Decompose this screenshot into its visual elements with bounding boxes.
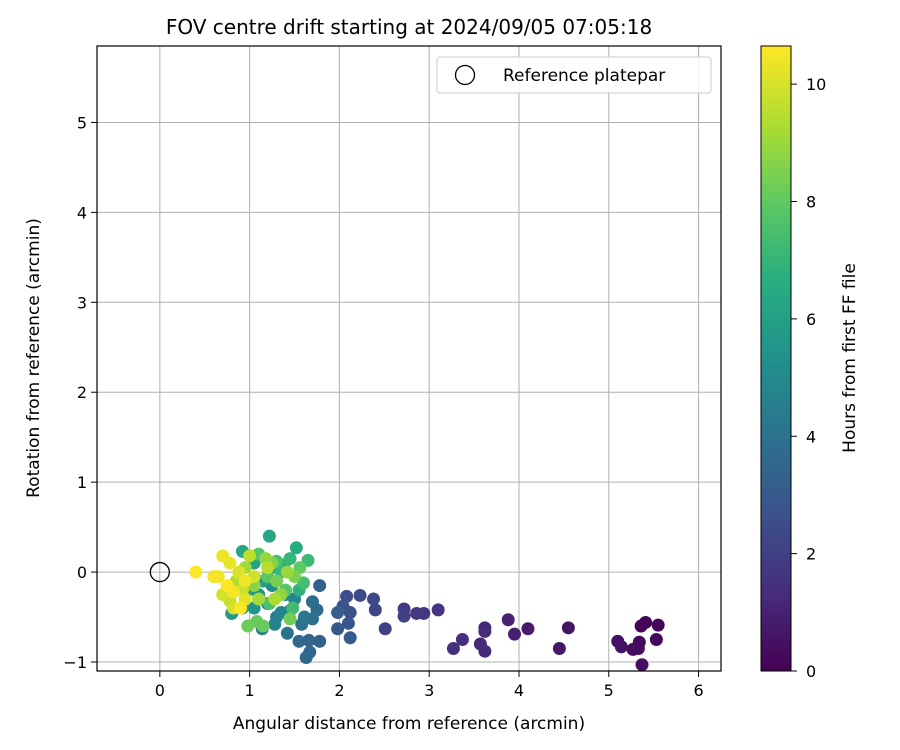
reference-marker-group	[149, 561, 170, 583]
scatter-point	[297, 610, 311, 624]
scatter-point	[283, 612, 297, 626]
scatter-point	[478, 624, 492, 638]
legend-entry-reference: Reference platepar	[503, 66, 665, 86]
scatter-point	[220, 579, 234, 593]
scatter-point	[234, 601, 248, 615]
scatter-point	[552, 642, 566, 656]
x-axis-ticks: 0 1 2 3 4 5 6	[155, 671, 704, 700]
colorbar-tick-label: 4	[806, 427, 816, 446]
scatter-point	[367, 592, 381, 606]
scatter-point	[243, 549, 257, 563]
scatter-point	[207, 570, 221, 584]
y-axis-ticks: −1 0 1 2 3 4 5	[63, 113, 97, 672]
scatter-point	[268, 592, 282, 606]
x-tick-label: 4	[514, 681, 524, 700]
x-tick-label: 5	[604, 681, 614, 700]
scatter-point	[378, 622, 392, 636]
legend-box	[436, 56, 712, 94]
scatter-point	[635, 658, 649, 671]
scatter-point	[501, 613, 515, 627]
scatter-point	[302, 633, 316, 647]
legend-marker-icon	[454, 64, 476, 86]
scatter-point	[446, 642, 460, 656]
scatter-point	[289, 541, 303, 555]
colorbar-tick-label: 6	[806, 310, 816, 329]
scatter-point	[343, 631, 357, 645]
scatter-point	[631, 642, 645, 656]
x-tick-label: 3	[424, 681, 434, 700]
y-tick-label: 1	[77, 473, 87, 492]
scatter-point	[241, 619, 255, 633]
scatter-point	[478, 644, 492, 658]
x-tick-label: 6	[693, 681, 703, 700]
scatter-point	[507, 627, 521, 641]
colorbar-gradient	[760, 45, 792, 672]
scatter-point	[280, 565, 294, 579]
grid-lines	[97, 46, 721, 671]
scatter-point	[261, 561, 275, 575]
colorbar-label: Hours from first FF file	[840, 263, 860, 453]
colorbar: 0 2 4 6 8 10 Hours from first FF file	[760, 45, 860, 681]
colorbar-tick-label: 0	[806, 662, 816, 681]
scatter-point	[614, 640, 628, 654]
colorbar-tick-label: 2	[806, 545, 816, 564]
x-tick-label: 0	[155, 681, 165, 700]
y-tick-label: 0	[77, 563, 87, 582]
scatter-point	[340, 589, 354, 603]
y-tick-label: −1	[63, 653, 87, 672]
scatter-point	[299, 651, 313, 665]
scatter-point	[305, 595, 319, 609]
scatter-point	[283, 552, 297, 566]
scatter-point	[238, 574, 252, 588]
y-tick-label: 4	[77, 203, 87, 222]
scatter-point	[270, 574, 284, 588]
scatter-point	[410, 606, 424, 620]
plot-frame	[96, 45, 722, 672]
scatter-point	[341, 616, 355, 630]
scatter-point	[189, 565, 203, 579]
scatter-point	[262, 529, 276, 543]
scatter-point	[313, 579, 327, 593]
scatter-point	[561, 621, 575, 635]
scatter-point	[521, 622, 535, 636]
scatter-point	[313, 634, 327, 648]
colorbar-tick-label: 10	[806, 75, 826, 94]
scatter-point	[651, 618, 665, 632]
x-tick-label: 2	[334, 681, 344, 700]
y-tick-label: 3	[77, 293, 87, 312]
scatter-point	[256, 619, 270, 633]
chart-title: FOV centre drift starting at 2024/09/05 …	[166, 15, 652, 39]
x-axis-label: Angular distance from reference (arcmin)	[233, 714, 585, 734]
legend: Reference platepar	[436, 56, 712, 94]
scatter-point	[397, 609, 411, 623]
scatter-point	[286, 601, 300, 615]
scatter-point	[455, 633, 469, 647]
y-axis-label: Rotation from reference (arcmin)	[24, 218, 44, 498]
scatter-point	[331, 622, 345, 636]
scatter-point	[353, 588, 367, 602]
y-tick-label: 2	[77, 383, 87, 402]
colorbar-tick-label: 8	[806, 193, 816, 212]
scatter-point	[268, 617, 282, 631]
scatter-point	[331, 606, 345, 620]
reference-marker	[149, 561, 170, 583]
scatter-point	[216, 549, 230, 563]
data-points	[189, 529, 665, 671]
colorbar-ticks: 0 2 4 6 8 10	[791, 75, 826, 681]
scatter-point	[280, 626, 294, 640]
scatter-point	[639, 615, 653, 629]
x-tick-label: 1	[245, 681, 255, 700]
scatter-point	[252, 592, 266, 606]
scatter-point	[368, 603, 382, 617]
y-tick-label: 5	[77, 113, 87, 132]
scatter-point	[431, 603, 445, 617]
scatter-point	[292, 634, 306, 648]
scatter-point	[649, 633, 663, 647]
